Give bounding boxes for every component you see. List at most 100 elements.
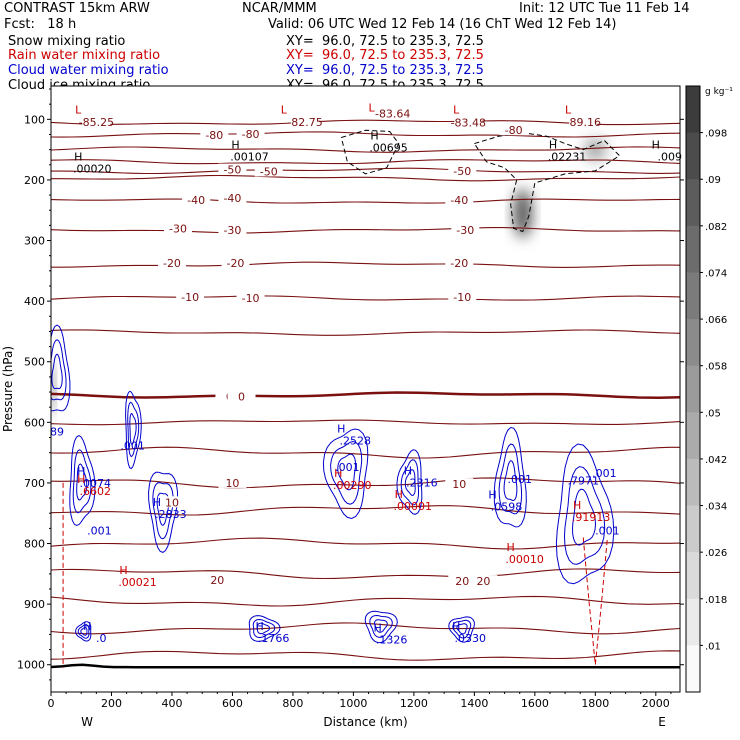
cloudwater-contour-7-1 xyxy=(563,466,606,565)
ice-contour-mid xyxy=(340,129,400,175)
y-tick-label-5: 600 xyxy=(24,416,45,429)
cloudwater-contour-6-0 xyxy=(493,426,527,528)
isotherm-label-27: 10 xyxy=(452,478,466,491)
x-tick-label-5: 1000 xyxy=(339,697,367,710)
colorbar-tick-label-10: .018 xyxy=(705,595,727,606)
ground-line xyxy=(51,663,680,669)
isotherm-16 xyxy=(51,537,680,550)
cloudwater-contour-8-0 xyxy=(248,615,281,642)
colorbar-tick-label-7: .042 xyxy=(705,455,727,466)
x-tick-label-7: 1400 xyxy=(460,697,488,710)
cloudwater-contour-10-2 xyxy=(456,623,468,635)
extremum-symbol-16: H xyxy=(256,620,264,633)
colorbar-unit: g kg⁻¹ xyxy=(705,87,733,97)
plot-content xyxy=(51,119,680,669)
extremum-value-10: .2528 xyxy=(340,435,372,448)
isotherm-label-25: 10 xyxy=(165,496,179,509)
isotherm-label-1: -80 xyxy=(205,129,223,142)
cloudwater-label-6: .7971 xyxy=(567,475,599,488)
cloudwater-label-0: .001 xyxy=(120,440,145,453)
isotherm-label-30: 20 xyxy=(476,575,490,588)
cloudwater-contour-9-0 xyxy=(364,610,398,644)
colorbar-tick-label-5: .058 xyxy=(705,362,727,373)
isotherm-label-15: -30 xyxy=(223,224,241,237)
y-tick-label-9: 1000 xyxy=(17,659,45,672)
isotherm-20 xyxy=(51,650,680,661)
colorbar-segment-1 xyxy=(686,132,700,180)
init-time: Init: 12 UTC Tue 11 Feb 14 xyxy=(519,1,690,16)
field-snow-xy: XY= 96.0, 72.5 to 235.3, 72.5 xyxy=(286,34,484,49)
cloudwater-contour-3-1 xyxy=(152,482,174,540)
extremum-value-23: .6602 xyxy=(79,485,111,498)
cloudwater-contour-8-2 xyxy=(256,622,271,635)
isotherm-label-29: 20 xyxy=(455,575,469,588)
extremum-value-24: .91913 xyxy=(572,511,611,524)
y-tick-label-3: 400 xyxy=(24,295,45,308)
extremum-symbol-9: H xyxy=(652,138,660,151)
extremum-symbol-8: H xyxy=(549,138,557,151)
cloudwater-contour-10-0 xyxy=(448,616,475,643)
extremum-symbol-21: H xyxy=(507,541,515,554)
extremum-value-8: .02231 xyxy=(548,150,587,163)
colorbar-frame xyxy=(685,85,701,693)
cloudwater-contour-7-2 xyxy=(571,488,597,546)
extremum-symbol-6: H xyxy=(231,138,239,151)
x-tick-label-6: 1200 xyxy=(400,697,428,710)
isotherm-label-bg-6 xyxy=(499,124,528,136)
colorbar-segment-3 xyxy=(686,225,700,273)
isotherm-label-bg-29 xyxy=(448,575,477,587)
isotherm-label-bg-19 xyxy=(445,256,474,268)
isotherm-5 xyxy=(51,174,680,182)
cloudwater-contour-1-0 xyxy=(69,435,96,527)
extremum-symbol-18: H xyxy=(452,620,460,633)
cloudwater-contour-2-1 xyxy=(127,401,140,458)
extremum-symbol-19: H xyxy=(334,467,342,480)
isotherm-label-bg-16 xyxy=(451,224,480,236)
colorbar-segment-0 xyxy=(686,86,700,134)
cloudwater-contour-8-1 xyxy=(252,618,276,638)
isotherm-label-bg-17 xyxy=(157,256,186,268)
isotherm-label-11: -40 xyxy=(187,194,205,207)
y-tick-label-0: 100 xyxy=(24,113,45,126)
cloudwater-contour-3-0 xyxy=(148,471,178,553)
extremum-symbol-15: H xyxy=(83,620,91,633)
isotherm-4 xyxy=(51,167,680,175)
isotherm-label-bg-21 xyxy=(236,292,265,304)
isotherm-11 xyxy=(51,391,680,399)
center-name: NCAR/MMM xyxy=(242,1,317,16)
cloudwater-label-4: .001 xyxy=(592,467,617,480)
extremum-symbol-1: L xyxy=(281,103,288,116)
isotherm-label-19: -20 xyxy=(450,257,468,270)
isotherm-labels: -85.25 -80 -80 -82.75 -83.64 -83.48 -80 -89.16 -… xyxy=(79,107,601,588)
colorbar-segment-11 xyxy=(686,598,700,646)
cloudwater-label-7: 89 xyxy=(50,426,64,439)
isotherm-7 xyxy=(51,227,680,234)
colorbar-segment-4 xyxy=(686,272,700,320)
isotherm-label-20: -10 xyxy=(181,291,199,304)
isotherm-label-bg-27 xyxy=(445,478,474,490)
extremum-symbol-0: L xyxy=(75,103,82,116)
extremum-value-14: .0074 xyxy=(79,477,111,490)
isotherm-18 xyxy=(51,595,680,607)
colorbar-segment-10 xyxy=(686,552,700,600)
isotherm-14 xyxy=(51,477,680,489)
colorbar-segment-12 xyxy=(686,645,700,693)
y-tick-label-8: 900 xyxy=(24,598,45,611)
isotherm-label-16: -30 xyxy=(456,224,474,237)
isotherm-label-9: -50 xyxy=(260,165,278,178)
isotherm-label-bg-22 xyxy=(448,290,477,302)
isotherm-8 xyxy=(51,261,680,268)
isotherm-3 xyxy=(51,159,680,165)
extremum-value-11: .2316 xyxy=(406,476,438,489)
isotherm-label-10: -50 xyxy=(453,165,471,178)
colorbar-tick-label-4: .066 xyxy=(705,315,727,326)
isotherm-label-bg-12 xyxy=(218,192,247,204)
cloudwater-contour-7-0 xyxy=(555,443,615,585)
plot-area xyxy=(51,86,680,692)
x-axis-label: Distance (km) xyxy=(323,715,407,729)
isotherm-label-bg-7 xyxy=(569,115,598,127)
colorbar-tick-label-9: .026 xyxy=(705,548,727,559)
extremum-symbol-14: H xyxy=(77,465,85,478)
extremum-symbol-3: L xyxy=(453,103,460,116)
isotherm-label-12: -40 xyxy=(223,192,241,205)
